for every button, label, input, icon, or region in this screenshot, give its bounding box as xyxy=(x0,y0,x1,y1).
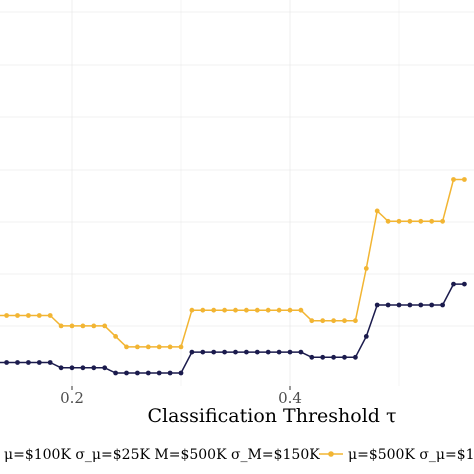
series-2-point xyxy=(124,344,129,350)
panel-background xyxy=(0,0,474,386)
legend-item1-label: μ=$100K σ_μ=$25K M=$500K σ_M=$150K xyxy=(4,447,320,463)
series-2-point xyxy=(254,307,260,313)
series-2-point xyxy=(353,318,358,324)
series-2-point xyxy=(80,323,86,329)
series-2-point xyxy=(189,307,195,313)
series-1-point xyxy=(80,365,86,371)
legend-item2-key xyxy=(319,451,343,457)
series-2-point xyxy=(385,218,391,224)
series-1-point xyxy=(451,281,456,287)
series-2-point xyxy=(320,318,326,324)
series-2-point xyxy=(363,266,369,271)
series-1-point xyxy=(15,360,20,365)
series-2-point xyxy=(156,344,162,350)
series-1-point xyxy=(374,302,380,308)
series-1-point xyxy=(287,349,293,355)
series-1-point xyxy=(124,370,129,376)
series-2-point xyxy=(462,177,467,182)
series-1-point xyxy=(363,334,369,339)
series-1-point xyxy=(254,349,260,355)
series-2-point xyxy=(429,218,435,224)
series-2-point xyxy=(4,313,9,318)
series-1-point xyxy=(353,354,358,360)
series-1-point xyxy=(407,302,413,308)
series-1-point xyxy=(385,302,391,308)
series-1-point xyxy=(113,370,118,376)
series-1-point xyxy=(320,354,326,360)
legend-item2-marker xyxy=(328,451,334,457)
series-1-point xyxy=(167,370,173,376)
series-1-point xyxy=(222,349,228,355)
series-1-point xyxy=(440,302,445,308)
series-layer xyxy=(0,177,467,376)
series-2-point xyxy=(135,344,140,350)
series-1-point xyxy=(342,354,347,360)
series-1-point xyxy=(462,281,467,287)
series-1-point xyxy=(58,365,64,371)
series-1-point xyxy=(276,349,282,355)
series-1-point xyxy=(36,360,42,365)
series-2-point xyxy=(233,307,238,313)
series-2-point xyxy=(309,318,315,324)
series-1-point xyxy=(156,370,162,376)
series-2-point xyxy=(396,218,402,224)
series-2-point xyxy=(331,318,336,324)
series-2-point xyxy=(418,218,424,224)
series-2-point xyxy=(26,313,31,318)
series-2-point xyxy=(47,313,53,318)
series-2-point xyxy=(200,307,206,313)
x-axis-title: Classification Threshold τ xyxy=(147,405,396,427)
series-1-point xyxy=(91,365,97,371)
series-1-point xyxy=(135,370,140,376)
series-1-point xyxy=(244,349,249,355)
series-2-point xyxy=(342,318,347,324)
series-1-point xyxy=(429,302,435,308)
series-2-point xyxy=(244,307,249,313)
series-1-point xyxy=(211,349,217,355)
series-2-point xyxy=(374,208,380,214)
series-1-point xyxy=(233,349,238,355)
series-2-point xyxy=(211,307,217,313)
series-2-point xyxy=(178,344,184,350)
x-tick-label: 0.4 xyxy=(278,389,302,407)
series-1-point xyxy=(178,370,184,376)
series-1-point xyxy=(69,365,75,371)
series-2-point xyxy=(298,307,304,313)
series-2-point xyxy=(407,218,413,224)
series-1-point xyxy=(298,349,304,355)
series-2-point xyxy=(102,323,108,329)
series-1-point xyxy=(309,354,315,360)
series-2-point xyxy=(222,307,228,313)
series-2-point xyxy=(451,177,456,182)
series-1-point xyxy=(102,365,108,371)
series-2-point xyxy=(265,307,271,313)
series-2-point xyxy=(167,344,173,350)
series-1-point xyxy=(145,370,151,376)
series-2-point xyxy=(440,218,445,224)
series-1-point xyxy=(26,360,31,365)
series-1-point xyxy=(4,360,9,365)
x-tick-label: 0.2 xyxy=(60,389,84,407)
series-1-point xyxy=(265,349,271,355)
series-2-point xyxy=(15,313,20,318)
series-2-point xyxy=(113,334,118,339)
series-2-point xyxy=(287,307,293,313)
series-1-point xyxy=(47,360,53,365)
series-1-point xyxy=(396,302,402,308)
series-1-point xyxy=(331,354,336,360)
series-2-point xyxy=(58,323,64,329)
series-1-point xyxy=(418,302,424,308)
series-1-point xyxy=(200,349,206,355)
legend-item2-label: μ=$500K σ_μ=$150K xyxy=(348,447,474,463)
legend: μ=$100K σ_μ=$25K M=$500K σ_M=$150K μ=$50… xyxy=(4,447,474,463)
series-2-point xyxy=(36,313,42,318)
series-2-point xyxy=(276,307,282,313)
series-2-point xyxy=(69,323,75,329)
series-1-point xyxy=(189,349,195,355)
grid-lines xyxy=(0,0,474,386)
series-2-point xyxy=(145,344,151,350)
series-2-point xyxy=(91,323,97,329)
x-axis-ticks: 0.2 0.4 xyxy=(60,386,302,407)
